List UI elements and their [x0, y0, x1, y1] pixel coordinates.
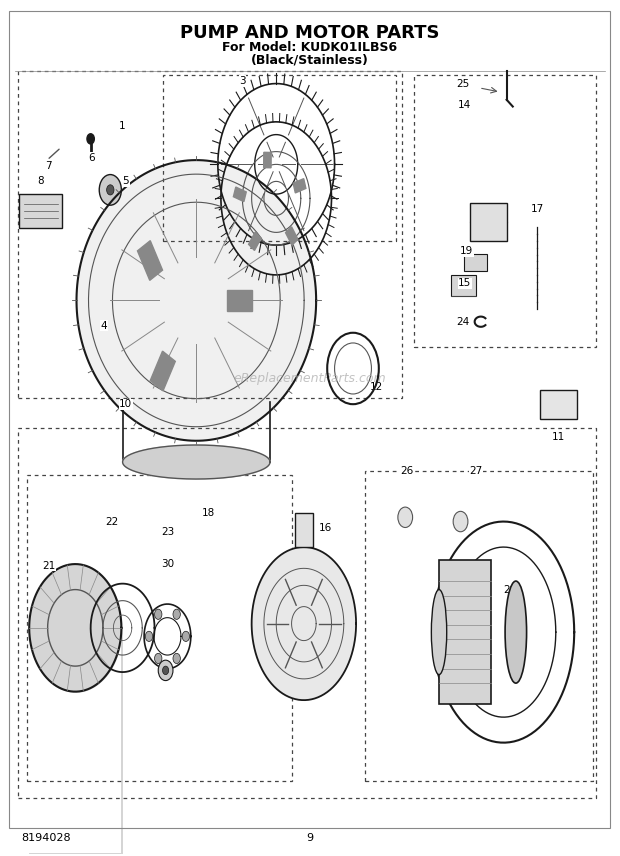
Text: PUMP AND MOTOR PARTS: PUMP AND MOTOR PARTS	[180, 24, 440, 42]
Text: 19: 19	[460, 247, 473, 256]
Text: (Black/Stainless): (Black/Stainless)	[251, 53, 369, 66]
Text: 17: 17	[531, 204, 544, 214]
Bar	[470, 203, 507, 241]
Circle shape	[99, 175, 122, 205]
Circle shape	[107, 185, 114, 195]
Bar	[439, 560, 491, 704]
Text: 30: 30	[161, 559, 174, 569]
Polygon shape	[76, 160, 316, 441]
Bar	[138, 241, 162, 280]
Bar	[464, 253, 487, 270]
Text: 24: 24	[456, 317, 469, 327]
Text: 6: 6	[89, 152, 95, 163]
Bar	[150, 351, 175, 391]
Text: 20: 20	[503, 585, 516, 595]
Text: 3: 3	[239, 76, 246, 86]
Text: 11: 11	[552, 431, 565, 442]
Text: 2: 2	[565, 407, 572, 418]
Text: 5: 5	[122, 176, 129, 187]
Text: 22: 22	[105, 516, 119, 526]
Bar	[227, 290, 252, 311]
Ellipse shape	[432, 590, 447, 675]
Text: 9: 9	[306, 833, 314, 843]
Ellipse shape	[505, 581, 526, 683]
Text: 12: 12	[370, 382, 383, 392]
Bar	[541, 389, 577, 419]
Text: 7: 7	[45, 161, 52, 171]
Circle shape	[154, 653, 162, 663]
Circle shape	[182, 631, 190, 641]
Bar	[264, 152, 271, 168]
Ellipse shape	[123, 445, 270, 479]
Circle shape	[453, 511, 468, 532]
Bar	[249, 232, 261, 251]
Bar	[294, 513, 313, 547]
Circle shape	[145, 631, 153, 641]
Text: 23: 23	[161, 526, 174, 537]
Bar	[233, 187, 246, 202]
Bar	[451, 275, 476, 296]
Text: 15: 15	[458, 278, 471, 288]
Text: 16: 16	[319, 523, 332, 533]
Circle shape	[398, 507, 413, 527]
Text: For Model: KUDK01ILBS6: For Model: KUDK01ILBS6	[223, 40, 397, 54]
Text: 18: 18	[202, 508, 215, 518]
Bar	[19, 194, 63, 229]
Bar	[293, 179, 306, 193]
Circle shape	[158, 660, 173, 681]
Circle shape	[162, 666, 169, 675]
Text: 8194028: 8194028	[21, 833, 71, 843]
Text: 14: 14	[458, 100, 471, 110]
Polygon shape	[252, 547, 356, 700]
Text: 25: 25	[456, 79, 469, 88]
Bar	[286, 227, 298, 245]
Circle shape	[173, 609, 180, 620]
Text: eReplacementParts.com: eReplacementParts.com	[234, 372, 386, 385]
Text: 21: 21	[42, 561, 55, 571]
Circle shape	[173, 653, 180, 663]
Text: 10: 10	[119, 399, 132, 409]
Text: 4: 4	[101, 321, 107, 331]
Circle shape	[154, 609, 162, 620]
Text: 1: 1	[119, 121, 126, 131]
Text: 27: 27	[469, 466, 482, 476]
Text: 8: 8	[38, 176, 44, 187]
Circle shape	[87, 134, 94, 144]
Text: 26: 26	[401, 466, 414, 476]
